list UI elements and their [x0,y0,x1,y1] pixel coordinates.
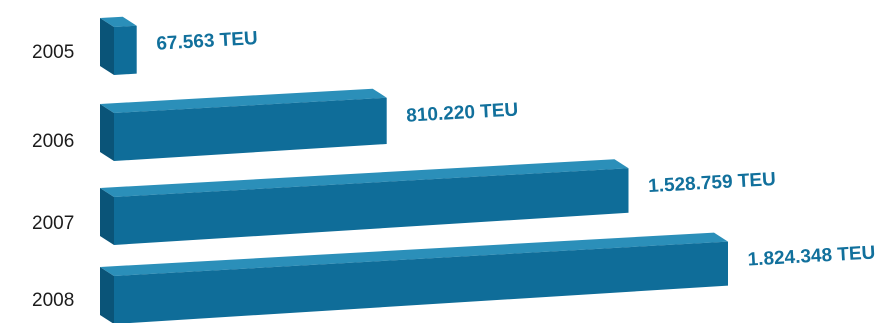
bar-front-2008 [114,241,728,323]
bar-2005 [100,16,137,75]
value-label-2005: 67.563 TEU [156,28,258,55]
year-label-2005: 2005 [32,42,74,63]
year-label-2006: 2006 [32,131,74,152]
bar-side-2005 [100,18,114,75]
bar-side-2007 [100,188,114,245]
value-label-2006: 810.220 TEU [406,99,519,126]
bars [100,16,728,323]
bar-front-2007 [114,168,629,245]
value-label-2008: 1.824.348 TEU [747,242,876,270]
bar-top-2008 [100,232,728,276]
bar-2007 [100,159,629,245]
value-label-2007: 1.528.759 TEU [648,169,777,197]
bar-top-2005 [100,16,137,27]
year-label-2007: 2007 [32,213,74,234]
year-label-2008: 2008 [32,290,74,311]
bar-front-2006 [114,97,387,161]
bar-side-2006 [100,104,114,161]
bar-2008 [100,232,728,323]
bar-2006 [100,88,387,161]
bar-top-2006 [100,88,387,113]
bar-side-2008 [100,267,114,323]
bar-top-2007 [100,159,629,197]
year-labels: 2005 2006 2007 2008 [32,42,74,311]
bar-front-2005 [114,25,137,75]
